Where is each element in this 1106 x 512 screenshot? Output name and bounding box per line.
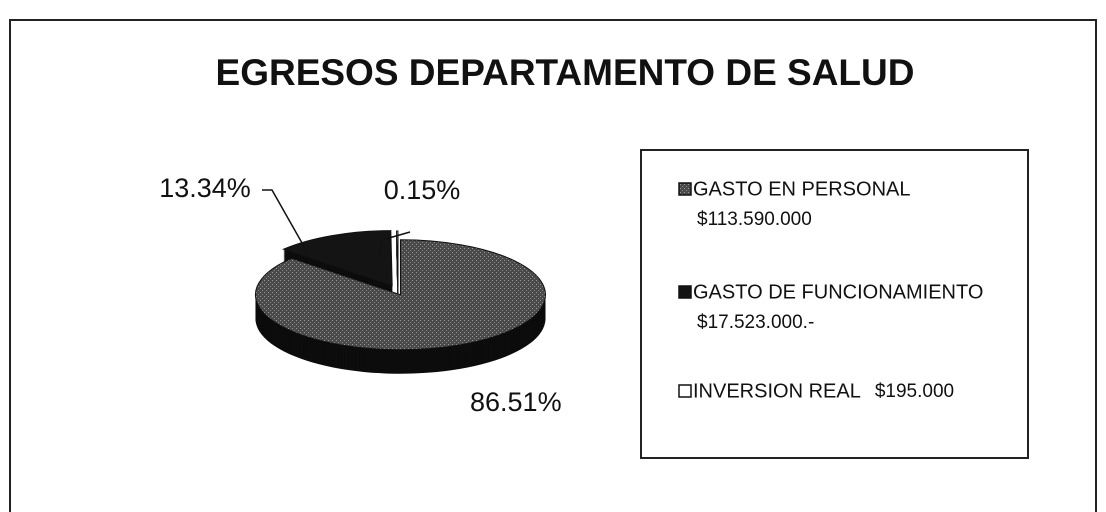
chart-title: EGRESOS DEPARTAMENTO DE SALUD — [216, 52, 915, 93]
legend-swatch — [678, 182, 692, 196]
legend-label: INVERSION REAL — [693, 380, 861, 402]
legend-label: GASTO DE FUNCIONAMIENTO — [693, 281, 983, 303]
legend-amount: $113.590.000 — [697, 209, 812, 230]
leader-line — [379, 231, 411, 256]
pie-slice — [255, 239, 546, 351]
pie-slice — [282, 230, 393, 287]
leader-line — [262, 189, 307, 251]
data-label: 13.34% — [159, 173, 251, 203]
legend-amount: $195.000 — [875, 381, 954, 402]
legend-label: GASTO EN PERSONAL — [693, 178, 910, 200]
legend-amount: $17.523.000.- — [697, 312, 814, 333]
data-label: 0.15% — [384, 175, 461, 205]
legend-swatch — [678, 285, 692, 299]
pie-slice — [396, 230, 399, 287]
data-label: 86.51% — [470, 387, 562, 417]
legend-swatch — [678, 384, 692, 398]
legend-box — [640, 149, 1029, 459]
frame — [9, 19, 1097, 512]
